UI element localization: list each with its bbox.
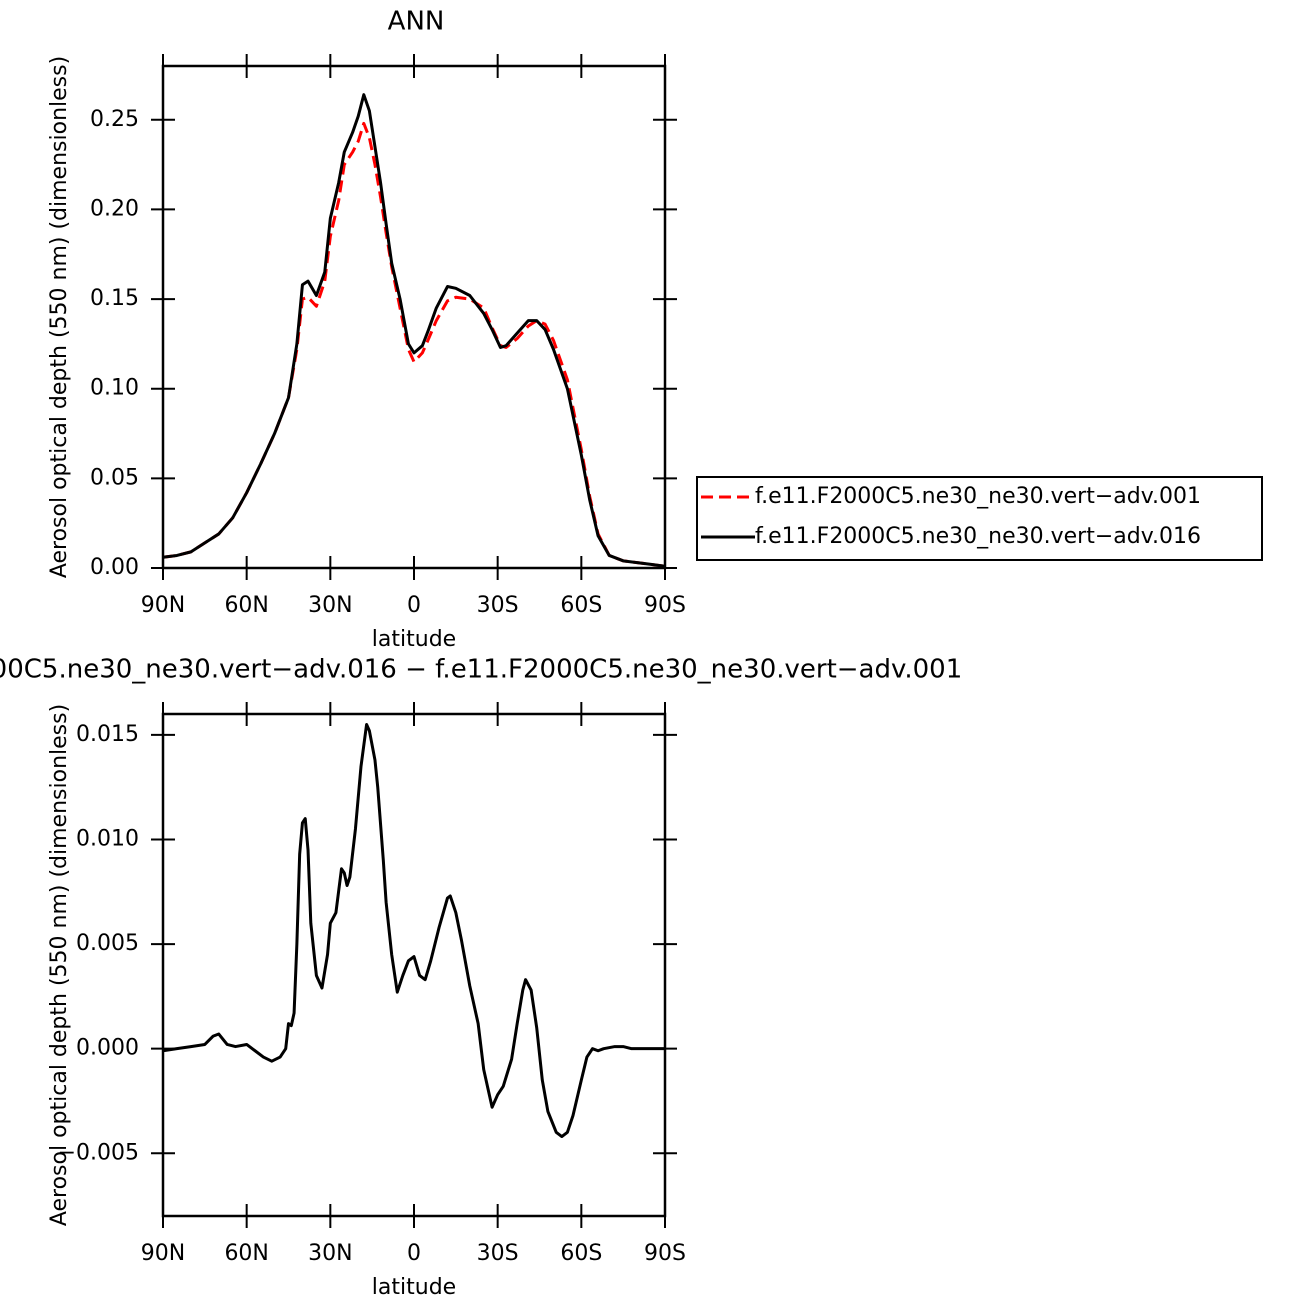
y-tick-label: 0.005 xyxy=(76,931,139,956)
x-axis-title: latitude xyxy=(372,627,456,652)
x-tick-label: 60S xyxy=(560,593,602,618)
x-tick-label: 0 xyxy=(407,593,421,618)
x-tick-label: 30N xyxy=(308,1241,352,1266)
y-tick-label: −0.005 xyxy=(58,1140,139,1165)
y-tick-label: 0.10 xyxy=(90,376,139,401)
x-tick-label: 30S xyxy=(477,1241,519,1266)
legend-label: f.e11.F2000C5.ne30_ne30.vert−adv.001 xyxy=(755,484,1201,509)
x-tick-label: 60S xyxy=(560,1241,602,1266)
y-tick-label: 0.015 xyxy=(76,722,139,747)
chart-title: ANN xyxy=(388,7,445,37)
y-tick-label: 0.20 xyxy=(90,196,139,221)
y-tick-label: 0.010 xyxy=(76,827,139,852)
y-tick-label: 0.05 xyxy=(90,465,139,490)
y-tick-label: 0.000 xyxy=(76,1036,139,1061)
x-axis-title: latitude xyxy=(372,1275,456,1300)
legend: f.e11.F2000C5.ne30_ne30.vert−adv.001 f.e1… xyxy=(696,476,1263,561)
x-tick-label: 90N xyxy=(141,1241,185,1266)
x-tick-label: 90N xyxy=(141,593,185,618)
legend-label: f.e11.F2000C5.ne30_ne30.vert−adv.016 xyxy=(755,524,1201,549)
y-axis-title: Aerosol optical depth (550 nm) (dimensio… xyxy=(47,56,72,578)
y-tick-label: 0.25 xyxy=(90,107,139,132)
y-axis-title: Aerosol optical depth (550 nm) (dimensio… xyxy=(47,704,72,1226)
x-tick-label: 90S xyxy=(644,593,686,618)
x-tick-label: 60N xyxy=(224,1241,268,1266)
legend-box xyxy=(696,476,1263,561)
x-tick-label: 60N xyxy=(224,593,268,618)
x-tick-label: 30N xyxy=(308,593,352,618)
x-tick-label: 30S xyxy=(477,593,519,618)
x-tick-label: 0 xyxy=(407,1241,421,1266)
plot-frame xyxy=(161,712,667,1218)
y-tick-label: 0.00 xyxy=(90,555,139,580)
y-tick-label: 0.15 xyxy=(90,286,139,311)
chart-title: f.e11.F2000C5.ne30_ne30.vert−adv.016 − f… xyxy=(0,655,962,685)
data-line xyxy=(162,722,665,1139)
data-line xyxy=(162,93,666,568)
plot-frame xyxy=(161,64,667,570)
x-tick-label: 90S xyxy=(644,1241,686,1266)
